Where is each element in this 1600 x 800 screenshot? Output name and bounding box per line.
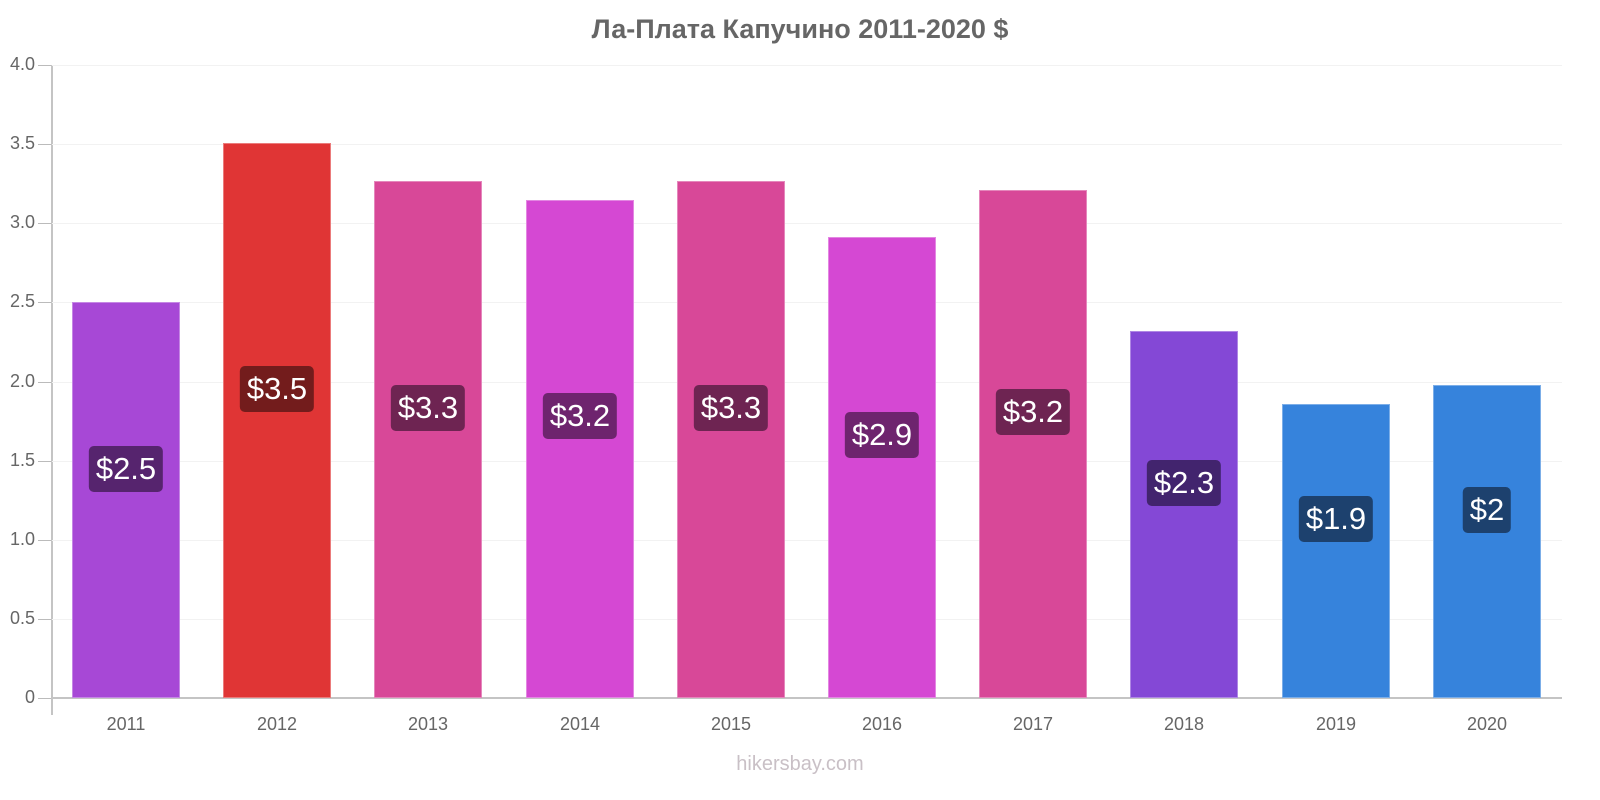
bar-2019[interactable]: [1282, 404, 1390, 698]
y-axis-line: [51, 65, 53, 715]
x-axis-line: [51, 697, 1562, 699]
y-tick-label: 3.5: [9, 133, 35, 153]
bar-value-label: $2: [1462, 487, 1512, 533]
bar-2011[interactable]: [72, 302, 180, 698]
bar-2017[interactable]: [979, 190, 1087, 698]
y-tick-label: 2.0: [9, 371, 35, 391]
x-tick-label: 2019: [1315, 714, 1357, 734]
gridline: [52, 302, 1562, 303]
bar-2013[interactable]: [374, 181, 482, 698]
y-tick-mark: [38, 382, 51, 383]
gridline: [52, 65, 1562, 66]
bar-value-label: $3.3: [390, 385, 466, 431]
bar-value-label: $2.5: [88, 446, 164, 492]
bar-2012[interactable]: [223, 143, 331, 698]
gridline: [52, 619, 1562, 620]
watermark: hikersbay.com: [736, 753, 864, 775]
bar-2015[interactable]: [677, 181, 785, 698]
gridline: [52, 461, 1562, 462]
bar-value-label: $1.9: [1298, 496, 1374, 542]
y-tick-label: 1.5: [9, 450, 35, 470]
bar-value-label: $2.3: [1146, 460, 1222, 506]
y-tick-mark: [38, 223, 51, 224]
gridline: [52, 382, 1562, 383]
bar-2016[interactable]: [828, 237, 936, 698]
y-tick-label: 0: [24, 687, 35, 707]
chart-title: Ла-Плата Капучино 2011-2020 $: [591, 14, 1009, 44]
x-tick-label: 2012: [256, 714, 298, 734]
y-tick-mark: [38, 698, 51, 699]
bar-2020[interactable]: [1433, 385, 1541, 698]
x-tick-label: 2015: [710, 714, 752, 734]
bar-2014[interactable]: [526, 200, 634, 698]
x-tick-label: 2016: [861, 714, 903, 734]
y-tick-label: 3.0: [9, 212, 35, 232]
y-tick-mark: [38, 302, 51, 303]
y-tick-mark: [38, 540, 51, 541]
bar-value-label: $3.2: [542, 393, 618, 439]
y-tick-label: 4.0: [9, 54, 35, 74]
y-tick-mark: [38, 65, 51, 66]
y-tick-mark: [38, 144, 51, 145]
x-tick-label: 2013: [407, 714, 449, 734]
bar-value-label: $3.5: [239, 366, 315, 412]
gridline: [52, 144, 1562, 145]
x-tick-label: 2020: [1466, 714, 1508, 734]
x-tick-label: 2017: [1012, 714, 1054, 734]
bar-value-label: $3.3: [693, 385, 769, 431]
y-tick-label: 2.5: [9, 291, 35, 311]
gridline: [52, 223, 1562, 224]
y-tick-mark: [38, 619, 51, 620]
x-tick-label: 2011: [106, 714, 146, 734]
y-tick-mark: [38, 461, 51, 462]
gridline: [52, 540, 1562, 541]
bar-value-label: $2.9: [844, 412, 920, 458]
x-tick-label: 2014: [559, 714, 601, 734]
bar-value-label: $3.2: [995, 389, 1071, 435]
x-tick-label: 2018: [1163, 714, 1205, 734]
bar-2018[interactable]: [1130, 331, 1238, 698]
y-tick-label: 0.5: [9, 608, 35, 628]
y-tick-label: 1.0: [9, 529, 35, 549]
